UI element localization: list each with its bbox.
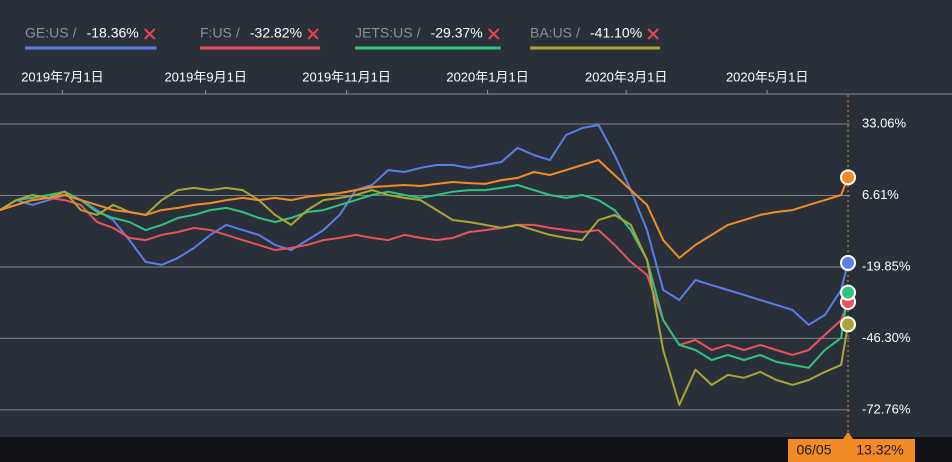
legend-sep: / (417, 25, 421, 41)
end-marker (840, 316, 857, 333)
end-marker (840, 254, 857, 271)
series-line (0, 196, 849, 356)
legend-sep: / (576, 25, 580, 41)
y-tick-label: -19.85% (862, 258, 911, 273)
legend-value: -41.10% (590, 25, 642, 41)
y-tick-label: -46.30% (862, 330, 911, 345)
x-tick-label: 2019年9月1日 (164, 69, 246, 84)
remove-icon (307, 28, 319, 40)
x-tick-label: 2019年11月1日 (302, 69, 391, 84)
legend-name: BA:US (530, 25, 572, 41)
series-line (0, 124, 849, 326)
legend-value: -32.82% (250, 25, 302, 41)
y-tick-label: -72.76% (862, 401, 911, 416)
cursor-date: 06/05 (796, 442, 831, 458)
cursor-label-box (788, 439, 915, 462)
legend-sep: / (236, 25, 240, 41)
end-marker (840, 284, 857, 301)
legend-item: JETS:US / -29.37% (355, 25, 501, 50)
x-tick-label: 2019年7月1日 (21, 69, 103, 84)
x-tick-label: 2020年1月1日 (446, 69, 528, 84)
legend-item: F:US / -32.82% (200, 25, 321, 50)
series-line (0, 184, 849, 369)
legend-remove[interactable] (307, 28, 319, 40)
y-tick-label: 6.61% (862, 187, 899, 202)
end-marker (840, 169, 857, 186)
legend-name: JETS:US (355, 25, 413, 41)
series-line (0, 159, 849, 259)
remove-icon (144, 28, 156, 40)
legend-value: -29.37% (431, 25, 483, 41)
cursor-value: 13.32% (856, 442, 903, 458)
cursor-pointer (843, 432, 854, 439)
x-tick-label: 2020年3月1日 (585, 69, 667, 84)
legend-name: GE:US (25, 25, 69, 41)
legend-name: F:US (200, 25, 232, 41)
legend-value: -18.36% (87, 25, 139, 41)
legend-remove[interactable] (488, 28, 500, 40)
x-tick-label: 2020年5月1日 (726, 69, 808, 84)
remove-icon (647, 28, 659, 40)
legend-item: BA:US / -41.10% (530, 25, 661, 50)
remove-icon (488, 28, 500, 40)
legend-item: GE:US / -18.36% (25, 25, 157, 50)
legend-remove[interactable] (647, 28, 659, 40)
y-tick-label: 33.06% (862, 115, 907, 130)
legend-sep: / (73, 25, 77, 41)
legend-remove[interactable] (144, 28, 156, 40)
